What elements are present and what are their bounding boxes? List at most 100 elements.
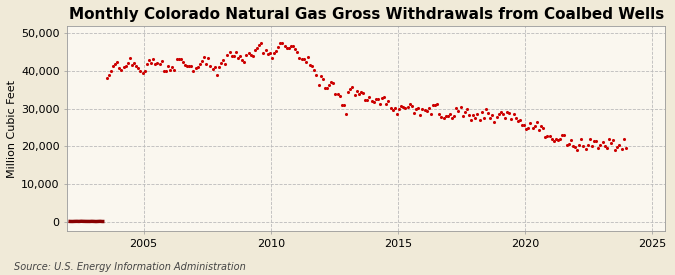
Point: [131, 64, 142, 68]
Point: [595, 143, 606, 147]
Point: [273, 45, 284, 49]
Point: [555, 137, 566, 142]
Point: [392, 112, 402, 117]
Point: [440, 114, 451, 118]
Point: [421, 109, 432, 114]
Point: [207, 67, 218, 71]
Point: [192, 65, 203, 70]
Point: [455, 104, 466, 109]
Point: [133, 66, 144, 70]
Point: [343, 89, 354, 94]
Point: [472, 112, 483, 116]
Point: [453, 109, 464, 113]
Point: [200, 62, 211, 67]
Point: [112, 60, 123, 65]
Title: Monthly Colorado Natural Gas Gross Withdrawals from Coalbed Wells: Monthly Colorado Natural Gas Gross Withd…: [69, 7, 664, 22]
Point: [379, 95, 389, 99]
Point: [618, 137, 629, 141]
Point: [495, 110, 506, 114]
Point: [186, 64, 197, 68]
Point: [190, 66, 201, 71]
Point: [163, 64, 173, 68]
Point: [319, 86, 330, 90]
Point: [612, 145, 623, 149]
Point: [178, 60, 188, 65]
Point: [165, 68, 176, 72]
Point: [576, 137, 587, 141]
Point: [218, 57, 229, 62]
Point: [406, 104, 417, 109]
Point: [203, 55, 214, 60]
Point: [500, 116, 510, 120]
Point: [317, 77, 328, 81]
Point: [349, 92, 360, 97]
Point: [506, 117, 517, 121]
Point: [263, 52, 273, 56]
Point: [542, 133, 553, 138]
Point: [479, 116, 489, 120]
Point: [523, 125, 534, 130]
Point: [381, 102, 392, 107]
Point: [351, 89, 362, 93]
Point: [568, 144, 578, 148]
Point: [614, 142, 625, 147]
Point: [445, 112, 456, 117]
Point: [171, 57, 182, 61]
Point: [449, 114, 460, 119]
Point: [483, 111, 493, 115]
Point: [481, 107, 491, 112]
Point: [447, 116, 458, 121]
Point: [597, 140, 608, 144]
Point: [512, 119, 523, 123]
Point: [275, 41, 286, 45]
Point: [269, 51, 279, 55]
Point: [578, 144, 589, 148]
Point: [572, 148, 583, 152]
Point: [442, 114, 453, 119]
Point: [371, 97, 381, 101]
Point: [375, 102, 385, 106]
Point: [616, 147, 627, 152]
Point: [408, 111, 419, 115]
Point: [466, 118, 477, 122]
Point: [601, 146, 612, 150]
Point: [154, 61, 165, 66]
Point: [180, 63, 190, 67]
Point: [296, 57, 307, 61]
Point: [198, 54, 209, 59]
Point: [470, 116, 481, 120]
Point: [120, 64, 131, 68]
Point: [438, 116, 449, 120]
Point: [103, 73, 114, 78]
Point: [585, 137, 595, 142]
Point: [241, 53, 252, 57]
Point: [150, 62, 161, 66]
Point: [434, 112, 445, 117]
Point: [228, 54, 239, 58]
Point: [487, 113, 497, 117]
Point: [334, 94, 345, 98]
Point: [396, 104, 406, 108]
Point: [267, 56, 277, 60]
Point: [313, 82, 324, 87]
Point: [610, 148, 620, 152]
Point: [540, 135, 551, 139]
Point: [196, 59, 207, 63]
Point: [548, 139, 559, 144]
Point: [591, 139, 601, 143]
Point: [167, 65, 178, 69]
Point: [497, 112, 508, 116]
Point: [527, 126, 538, 131]
Point: [412, 106, 423, 110]
Point: [345, 87, 356, 91]
Point: [356, 90, 367, 95]
Point: [209, 65, 220, 70]
Point: [608, 138, 618, 143]
Point: [529, 124, 540, 129]
Point: [563, 142, 574, 147]
Point: [574, 142, 585, 147]
Point: [294, 56, 305, 60]
Point: [427, 102, 438, 107]
Point: [400, 106, 411, 111]
Point: [148, 57, 159, 61]
